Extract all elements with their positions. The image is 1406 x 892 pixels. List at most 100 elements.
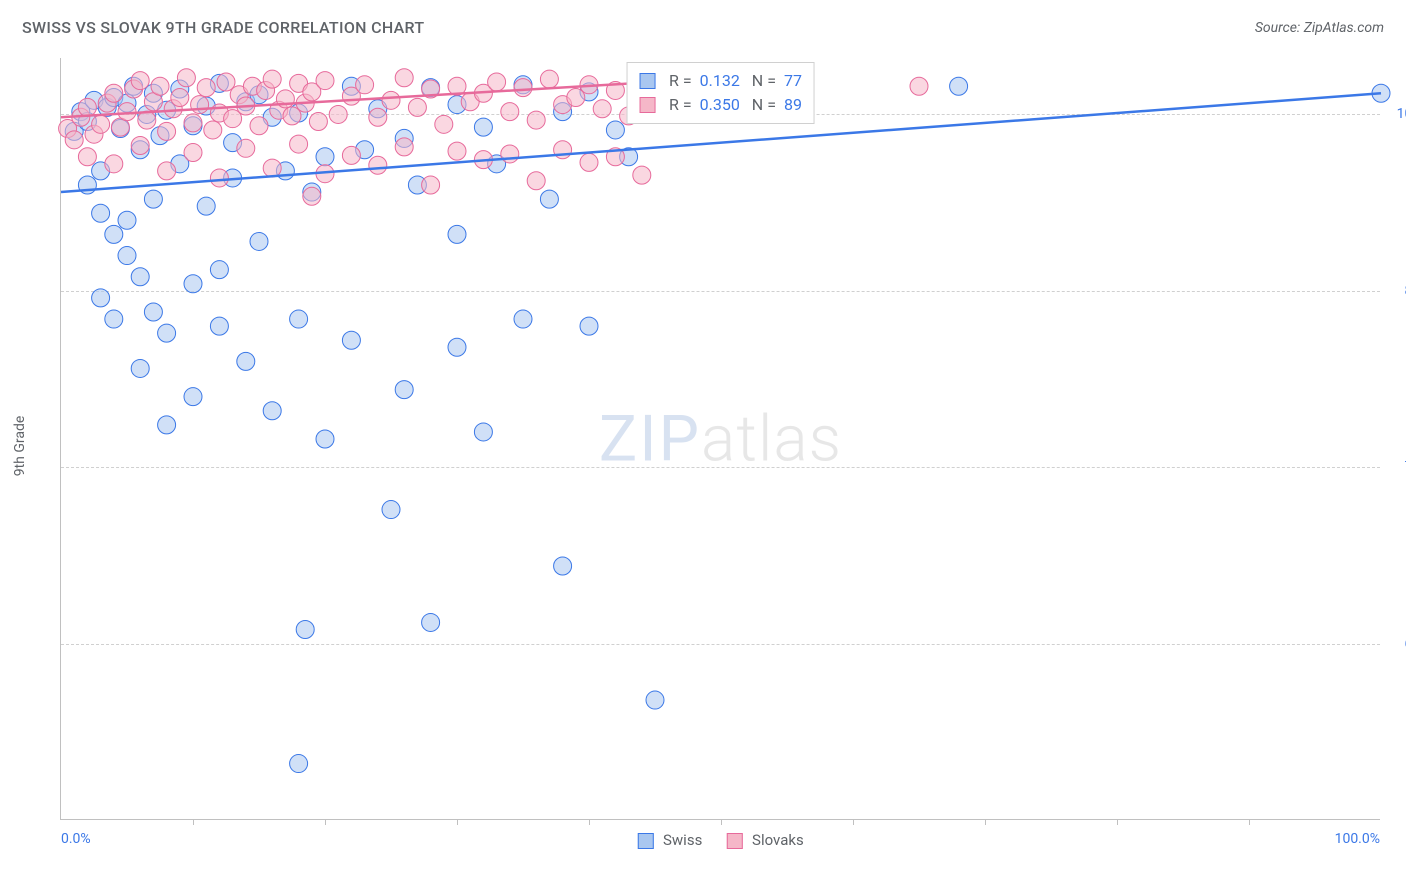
- data-point: [151, 77, 169, 95]
- data-point: [316, 148, 334, 166]
- data-point: [309, 113, 327, 131]
- n-label: N =: [748, 69, 776, 93]
- x-tick-mark: [1117, 819, 1118, 825]
- series-legend: Swiss Slovaks: [637, 831, 803, 849]
- data-point: [448, 225, 466, 243]
- swiss-n-value: 77: [784, 69, 802, 93]
- swiss-swatch-icon: [639, 73, 655, 89]
- x-tick-min: 0.0%: [61, 831, 91, 847]
- r-label: R =: [669, 93, 692, 117]
- data-point: [250, 117, 268, 135]
- swiss-r-value: 0.132: [700, 69, 740, 93]
- x-tick-mark: [589, 819, 590, 825]
- data-point: [237, 352, 255, 370]
- slovaks-swatch-icon: [639, 97, 655, 113]
- correlation-legend: R = 0.132 N = 77 R = 0.350 N = 89: [626, 62, 815, 124]
- data-point: [237, 139, 255, 157]
- data-point: [158, 416, 176, 434]
- data-point: [303, 187, 321, 205]
- data-point: [184, 388, 202, 406]
- scatter-svg: [61, 58, 1380, 819]
- data-point: [144, 303, 162, 321]
- data-point: [105, 155, 123, 173]
- x-tick-mark: [325, 819, 326, 825]
- correlation-row-swiss: R = 0.132 N = 77: [639, 69, 802, 93]
- data-point: [422, 176, 440, 194]
- data-point: [540, 190, 558, 208]
- data-point: [158, 122, 176, 140]
- data-point: [474, 118, 492, 136]
- data-point: [250, 232, 268, 250]
- x-tick-mark: [1249, 819, 1250, 825]
- slovaks-n-value: 89: [784, 93, 802, 117]
- data-point: [184, 144, 202, 162]
- x-tick-mark: [457, 819, 458, 825]
- data-point: [408, 98, 426, 116]
- data-point: [131, 359, 149, 377]
- data-point: [158, 162, 176, 180]
- data-point: [263, 159, 281, 177]
- data-point: [210, 317, 228, 335]
- data-point: [296, 621, 314, 639]
- data-point: [474, 423, 492, 441]
- x-tick-mark: [853, 819, 854, 825]
- data-point: [78, 98, 96, 116]
- data-point: [118, 247, 136, 265]
- data-point: [210, 261, 228, 279]
- data-point: [527, 111, 545, 129]
- data-point: [184, 114, 202, 132]
- data-point: [501, 145, 519, 163]
- data-point: [144, 190, 162, 208]
- data-point: [158, 324, 176, 342]
- data-point: [910, 77, 928, 95]
- data-point: [422, 613, 440, 631]
- data-point: [382, 501, 400, 519]
- slovaks-legend-label: Slovaks: [752, 831, 804, 849]
- data-point: [177, 69, 195, 87]
- data-point: [290, 755, 308, 773]
- data-point: [105, 310, 123, 328]
- data-point: [263, 402, 281, 420]
- data-point: [448, 338, 466, 356]
- data-point: [210, 169, 228, 187]
- data-point: [342, 331, 360, 349]
- data-point: [395, 69, 413, 87]
- data-point: [184, 275, 202, 293]
- data-point: [118, 103, 136, 121]
- data-point: [395, 138, 413, 156]
- data-point: [316, 72, 334, 90]
- data-point: [131, 268, 149, 286]
- data-point: [263, 70, 281, 88]
- data-point: [369, 156, 387, 174]
- data-point: [290, 135, 308, 153]
- data-point: [131, 136, 149, 154]
- chart-title: SWISS VS SLOVAK 9TH GRADE CORRELATION CH…: [22, 18, 424, 37]
- data-point: [527, 172, 545, 190]
- swiss-legend-label: Swiss: [663, 831, 702, 849]
- x-tick-mark: [985, 819, 986, 825]
- chart-header: SWISS VS SLOVAK 9TH GRADE CORRELATION CH…: [22, 18, 1384, 37]
- plot-area: 62.5%75.0%87.5%100.0% ZIPatlas R = 0.132…: [60, 58, 1380, 820]
- legend-item-slovaks: Slovaks: [726, 831, 803, 849]
- chart-source: Source: ZipAtlas.com: [1255, 20, 1384, 36]
- data-point: [950, 77, 968, 95]
- slovaks-legend-swatch-icon: [726, 833, 742, 849]
- data-point: [131, 72, 149, 90]
- data-point: [369, 108, 387, 126]
- data-point: [342, 146, 360, 164]
- x-tick-mark: [721, 819, 722, 825]
- swiss-legend-swatch-icon: [637, 833, 653, 849]
- data-point: [78, 148, 96, 166]
- data-point: [540, 70, 558, 88]
- data-point: [92, 115, 110, 133]
- legend-item-swiss: Swiss: [637, 831, 702, 849]
- n-label: N =: [748, 93, 776, 117]
- data-point: [395, 381, 413, 399]
- data-point: [191, 96, 209, 114]
- data-point: [633, 166, 651, 184]
- data-point: [197, 79, 215, 97]
- data-point: [580, 153, 598, 171]
- data-point: [105, 84, 123, 102]
- data-point: [290, 310, 308, 328]
- x-tick-max: 100.0%: [1335, 831, 1380, 847]
